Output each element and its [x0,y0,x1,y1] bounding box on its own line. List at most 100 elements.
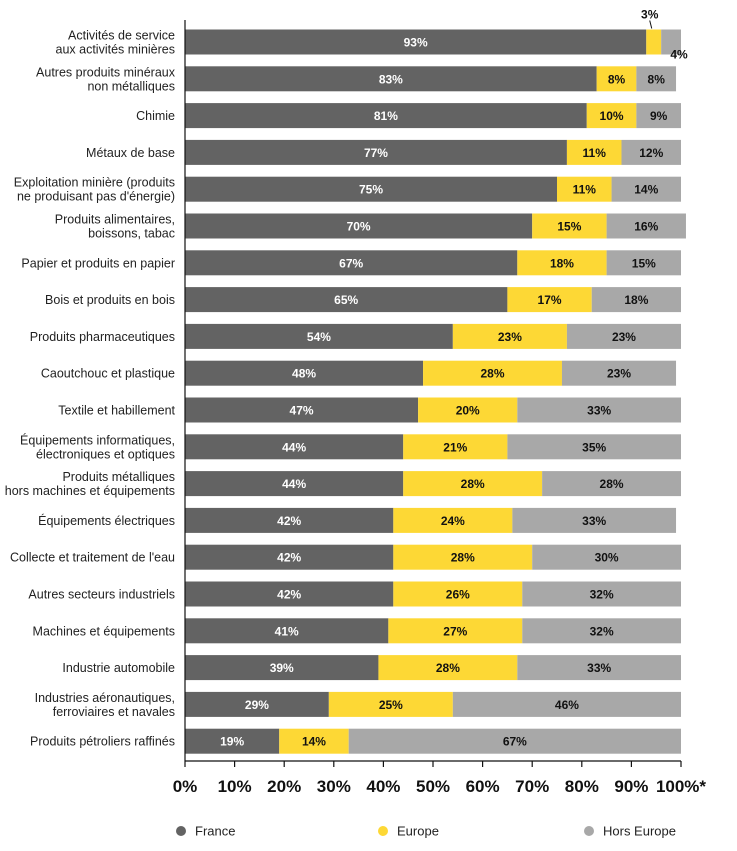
data-label: 47% [290,404,314,418]
data-label: 41% [275,624,299,638]
data-label: 23% [607,367,631,381]
bar-segment-hors-europe [452,691,681,717]
data-label: 15% [632,256,656,270]
data-label: 28% [600,477,624,491]
bar-segment-europe [378,655,518,681]
category-label: Autres secteurs industriels [28,588,175,602]
bar-segment-france [185,176,557,202]
category-label: Activités de service [68,29,175,43]
x-tick-label: 100%* [656,777,706,796]
bar-segment-hors-europe [517,655,681,681]
bar-segment-france [185,287,508,313]
data-label: 3% [641,8,659,22]
category-label: Collecte et traitement de l'eau [10,551,175,565]
x-tick-label: 30% [317,777,351,796]
data-label: 15% [557,220,581,234]
bar-segment-europe [532,213,607,239]
data-label: 32% [590,624,614,638]
bar-segment-france [185,360,424,386]
data-label: 14% [634,183,658,197]
category-label: Chimie [136,109,175,123]
bar-segment-hors-europe [661,29,681,55]
data-label: 28% [436,661,460,675]
bar-segment-hors-europe [606,213,686,239]
data-label: 28% [451,551,475,565]
data-label: 93% [404,36,428,50]
category-label: Produits alimentaires, [55,213,175,227]
x-tick-label: 80% [565,777,599,796]
bar-segment-europe [646,29,662,55]
x-tick-label: 70% [515,777,549,796]
data-label: 16% [634,220,658,234]
data-label: 67% [503,735,527,749]
bar-segment-europe [279,728,349,754]
data-label: 27% [443,624,467,638]
bar-segment-hors-europe [636,66,677,92]
data-label: 33% [582,514,606,528]
x-tick-label: 50% [416,777,450,796]
legend-label: Hors Europe [603,824,676,839]
legend: France Europe Hors Europe [176,824,676,839]
bar-segment-europe [393,544,533,570]
bar-segment-france [185,655,379,681]
category-label: aux activités minières [56,43,176,57]
bar-segment-hors-europe [606,250,681,276]
bar-segment-europe [517,250,607,276]
data-label: 44% [282,440,306,454]
category-label: électroniques et optiques [36,447,175,461]
category-label: Équipements informatiques, [20,432,175,447]
data-label: 9% [650,109,668,123]
category-label: Produits pétroliers raffinés [30,735,175,749]
data-label: 11% [583,146,607,160]
bar-segment-france [185,397,419,423]
bar-segment-hors-europe [566,323,681,349]
bar-segment-hors-europe [591,287,681,313]
category-label: Industrie automobile [62,661,175,675]
data-label: 30% [595,551,619,565]
legend-marker-france [176,826,186,836]
data-label: 23% [498,330,522,344]
data-label: 83% [379,72,403,86]
category-label: non métalliques [87,79,175,93]
legend-marker-hors-europe [584,826,594,836]
bar-segment-hors-europe [522,618,681,644]
data-label: 48% [292,367,316,381]
category-label: ferroviaires et navales [53,705,175,719]
data-label: 54% [307,330,331,344]
data-label: 75% [359,183,383,197]
category-label: hors machines et équipements [5,484,175,498]
data-label: 24% [441,514,465,528]
data-label: 29% [245,698,269,712]
category-label: Produits pharmaceutiques [30,330,175,344]
bar-segment-france [185,103,587,129]
data-label: 42% [277,588,301,602]
data-label: 46% [555,698,579,712]
bar-segment-europe [328,691,453,717]
data-label: 8% [608,72,626,86]
data-label: 18% [624,293,648,307]
bar-segment-hors-europe [507,434,681,460]
data-label: 28% [461,477,485,491]
category-label: Machines et équipements [33,624,175,638]
legend-label: Europe [397,824,439,839]
x-tick-label: 90% [614,777,648,796]
bar-segment-france [185,507,394,533]
data-label: 77% [364,146,388,160]
bar-segment-france [185,434,404,460]
data-label: 39% [270,661,294,675]
data-label: 21% [443,440,467,454]
data-label: 26% [446,588,470,602]
category-label: Bois et produits en bois [45,293,175,307]
bar-segment-hors-europe [517,397,681,423]
bar-segment-hors-europe [348,728,681,754]
bar-segment-hors-europe [611,176,681,202]
category-label: Papier et produits en papier [21,256,175,270]
bar-segment-europe [393,581,523,607]
bar-segment-france [185,581,394,607]
category-label: Industries aéronautiques, [35,691,175,705]
data-label: 4% [670,48,688,62]
data-label: 14% [302,735,326,749]
bar-segment-europe [507,287,592,313]
